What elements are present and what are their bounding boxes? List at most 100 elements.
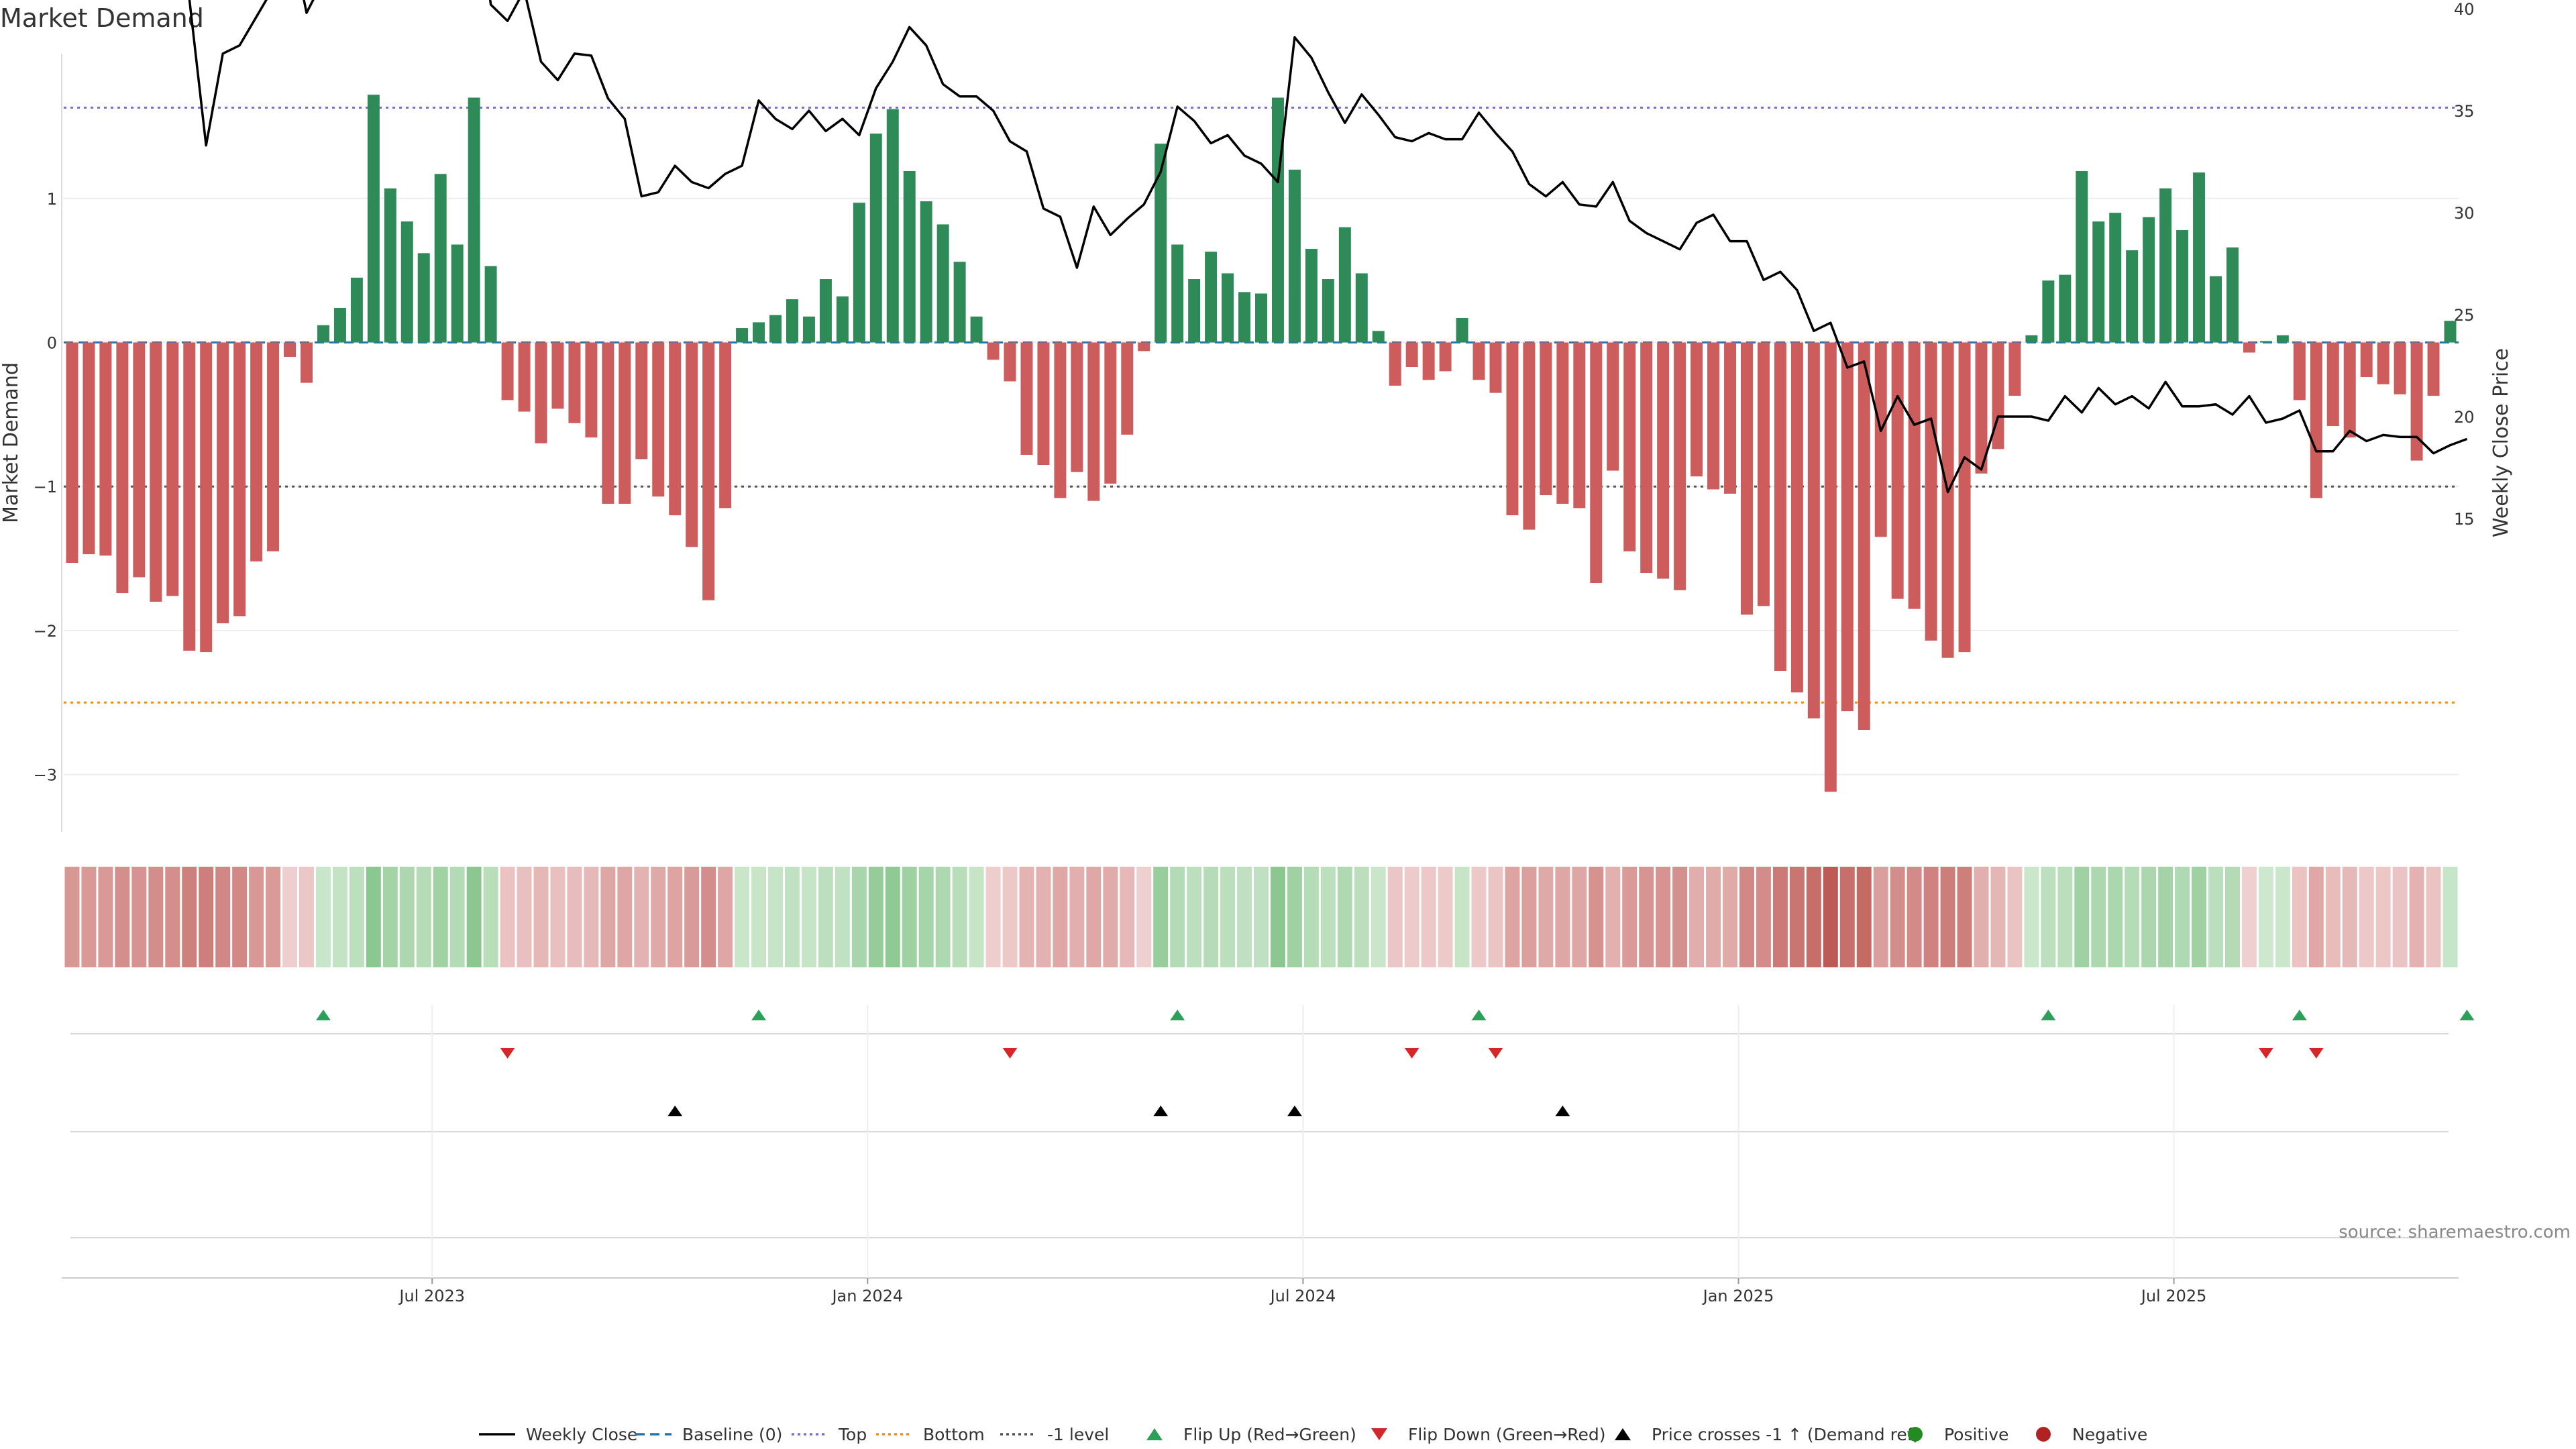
flip-up-marker <box>315 1010 331 1020</box>
heat-cell <box>533 867 549 967</box>
legend-swatch <box>1615 1428 1631 1440</box>
negative-demand-bar <box>2394 342 2406 394</box>
heat-cell <box>1220 867 1236 967</box>
heat-cell <box>299 867 314 967</box>
legend: Weekly Close Baseline (0) Top Bottom -1 leve… <box>479 1425 2147 1444</box>
heat-cell <box>1656 867 1671 967</box>
heat-cell <box>366 867 381 967</box>
y2-tick-label: 15 <box>2454 510 2475 529</box>
heat-cell <box>500 867 515 967</box>
heat-cell <box>1940 867 1955 967</box>
negative-demand-bar <box>1138 342 1150 352</box>
negative-demand-bar <box>267 342 280 551</box>
flip-up-marker <box>751 1010 767 1020</box>
negative-demand-bar <box>1389 342 1401 386</box>
y2-tick-label: 20 <box>2454 408 2475 427</box>
negative-demand-bar <box>501 342 514 400</box>
heat-cell <box>751 867 767 967</box>
heat-cell <box>1371 867 1386 967</box>
flip-up-marker <box>2292 1010 2307 1020</box>
y2-tick-label: 30 <box>2454 204 2475 223</box>
weekly-close-price-line <box>188 0 2468 494</box>
heat-cell <box>416 867 431 967</box>
positive-demand-bar <box>2143 217 2155 343</box>
positive-demand-bar <box>1288 169 1301 343</box>
heat-cell <box>935 867 951 967</box>
negative-demand-bar <box>1657 342 1670 579</box>
negative-demand-bar <box>1523 342 1536 530</box>
heat-cell <box>382 867 398 967</box>
negative-demand-bar <box>1941 342 1954 658</box>
negative-demand-bar <box>83 342 95 555</box>
positive-demand-bar <box>434 174 447 343</box>
negative-demand-bar <box>1724 342 1737 494</box>
flip-up-marker <box>1170 1010 1185 1020</box>
positive-demand-bar <box>468 97 480 343</box>
heat-cell <box>718 867 733 967</box>
positive-demand-bar <box>953 262 966 343</box>
y-tick-label: 0 <box>47 334 57 353</box>
heat-cell <box>1823 867 1838 967</box>
negative-demand-bar <box>99 342 112 556</box>
negative-demand-bar <box>150 342 162 602</box>
negative-demand-bar <box>1607 342 1619 471</box>
positive-demand-bar <box>2059 274 2072 343</box>
y-tick-label: −1 <box>34 478 57 496</box>
flip-down-marker <box>500 1048 515 1059</box>
heat-cell <box>801 867 816 967</box>
y-axis-label: Market Demand <box>0 362 23 523</box>
legend-swatch <box>1908 1427 1923 1442</box>
heat-cell <box>2392 867 2408 967</box>
negative-demand-bar <box>1908 342 1921 609</box>
negative-demand-bar <box>2008 342 2021 396</box>
x-tick-label: Jul 2025 <box>2140 1287 2207 1305</box>
flip-down-marker <box>2308 1048 2324 1059</box>
positive-demand-bar <box>1155 144 1167 343</box>
negative-demand-bar <box>635 342 648 460</box>
negative-demand-bar <box>1071 342 1083 472</box>
negative-demand-bar <box>1104 342 1117 484</box>
heat-cell <box>567 867 582 967</box>
heat-cell <box>851 867 867 967</box>
negative-demand-bar <box>2360 342 2373 378</box>
negative-demand-bar <box>1958 342 1971 653</box>
negative-demand-bar <box>1891 342 1904 599</box>
heat-cell <box>1471 867 1487 967</box>
legend-swatch <box>1371 1428 1387 1440</box>
positive-demand-bar <box>769 315 782 343</box>
positive-demand-bar <box>400 221 413 343</box>
negative-demand-bar <box>1037 342 1050 465</box>
positive-demand-bar <box>350 277 363 343</box>
heat-cell <box>2241 867 2257 967</box>
flip-up-marker <box>2041 1010 2056 1020</box>
price-line-group <box>188 0 2468 494</box>
heat-cell <box>81 867 97 967</box>
negative-demand-bar <box>284 342 297 357</box>
positive-demand-bar <box>2109 213 2122 343</box>
negative-demand-bar <box>133 342 146 578</box>
legend-label: Price crosses -1 ↑ (Demand ref) <box>1652 1425 1919 1444</box>
negative-demand-bar <box>987 342 1000 360</box>
positive-demand-bar <box>1305 248 1318 343</box>
negative-demand-bar <box>1674 342 1686 590</box>
negative-demand-bar <box>183 342 196 651</box>
heat-cell <box>584 867 599 967</box>
heat-cell <box>2175 867 2190 967</box>
heat-cell <box>449 867 465 967</box>
flip-down-marker <box>1002 1048 1018 1059</box>
heat-cell <box>2007 867 2023 967</box>
heat-cell <box>2192 867 2207 967</box>
heat-cell <box>1454 867 1470 967</box>
negative-demand-bar <box>1858 342 1870 731</box>
legend-label: Flip Up (Red→Green) <box>1183 1425 1356 1444</box>
heat-cell <box>1974 867 1989 967</box>
heat-cell <box>1354 867 1369 967</box>
heat-cell <box>1120 867 1135 967</box>
heat-cell <box>1404 867 1419 967</box>
positive-demand-bar <box>836 296 849 343</box>
positive-demand-bar <box>903 171 916 343</box>
positive-demand-bar <box>936 224 949 343</box>
flip-up-marker <box>1471 1010 1487 1020</box>
negative-demand-bar <box>602 342 614 504</box>
